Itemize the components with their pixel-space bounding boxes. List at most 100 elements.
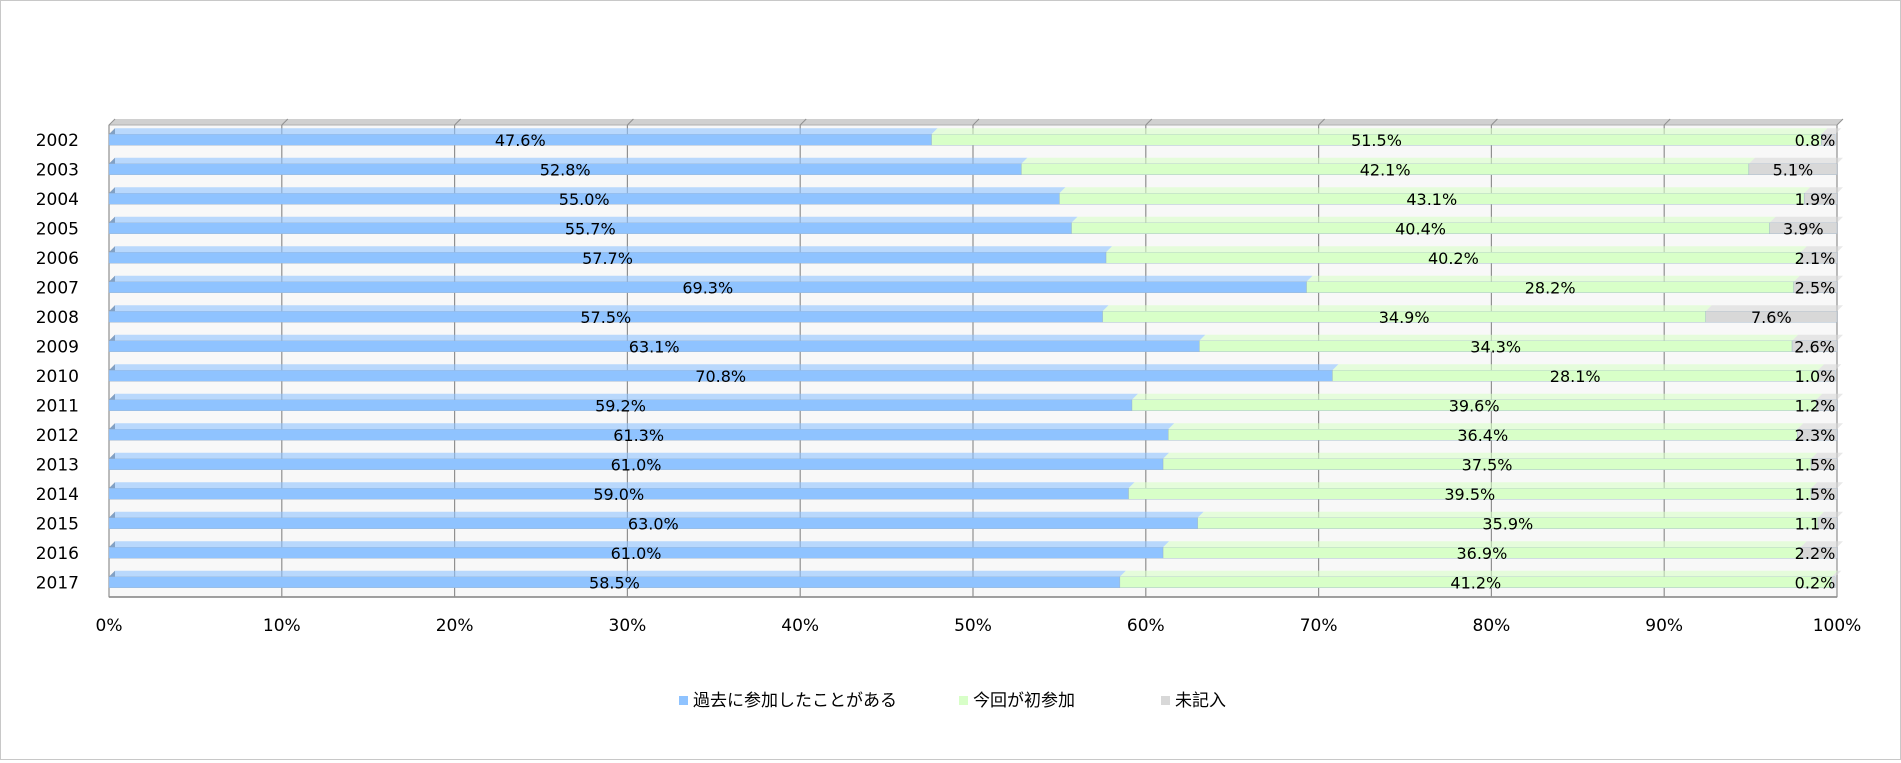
data-label: 61.3% bbox=[613, 426, 664, 445]
y-tick-label: 2005 bbox=[36, 219, 79, 239]
data-label: 35.9% bbox=[1482, 514, 1533, 533]
y-tick-label: 2013 bbox=[36, 455, 79, 475]
legend-swatch bbox=[1161, 696, 1170, 705]
bar-top bbox=[1306, 275, 1800, 282]
data-label: 1.5% bbox=[1795, 455, 1836, 474]
y-tick-label: 2004 bbox=[36, 190, 79, 210]
data-label: 63.1% bbox=[629, 337, 680, 356]
bar-top bbox=[1769, 216, 1843, 223]
data-label: 5.1% bbox=[1773, 160, 1814, 179]
x-tick-label: 80% bbox=[1473, 616, 1511, 636]
gridline-depth bbox=[799, 118, 807, 126]
data-label: 2.5% bbox=[1795, 278, 1836, 297]
data-label: 28.2% bbox=[1525, 278, 1576, 297]
bar-top bbox=[1199, 334, 1799, 341]
data-label: 70.8% bbox=[695, 367, 746, 386]
y-tick-label: 2002 bbox=[36, 131, 79, 151]
x-tick-label: 20% bbox=[436, 616, 474, 636]
bar-top bbox=[1106, 246, 1807, 253]
data-label: 36.4% bbox=[1457, 426, 1508, 445]
data-label: 2.1% bbox=[1795, 249, 1836, 268]
legend: 過去に参加したことがある 今回が初参加 未記入 bbox=[679, 691, 1226, 711]
y-tick-label: 2006 bbox=[36, 249, 79, 269]
bar-top bbox=[1793, 275, 1843, 282]
data-label: 39.5% bbox=[1444, 485, 1495, 504]
bar-top bbox=[1168, 423, 1804, 430]
gridline-depth bbox=[281, 118, 289, 126]
bar-top bbox=[1748, 157, 1843, 164]
bar-top bbox=[1128, 482, 1818, 489]
data-label: 43.1% bbox=[1406, 190, 1457, 209]
bar-top bbox=[1816, 393, 1843, 400]
gridline-depth bbox=[627, 118, 634, 126]
x-tick-label: 50% bbox=[954, 616, 992, 636]
bar-top bbox=[109, 305, 1109, 312]
bar-top bbox=[1831, 570, 1842, 577]
data-label: 7.6% bbox=[1751, 308, 1792, 327]
bar-top bbox=[109, 157, 1028, 164]
bar-top bbox=[109, 364, 1339, 371]
bar-top bbox=[1705, 305, 1843, 312]
bar-top bbox=[1163, 541, 1807, 548]
y-tick-labels: 2002 2003 2004 2005 2006 2007 2008 2009 2010 2011… bbox=[36, 131, 79, 594]
data-label: 57.5% bbox=[580, 308, 631, 327]
data-label: 52.8% bbox=[540, 160, 591, 179]
bar-top bbox=[109, 334, 1206, 341]
bar-top bbox=[1102, 305, 1712, 312]
x-tick-label: 40% bbox=[781, 616, 819, 636]
data-label: 51.5% bbox=[1351, 131, 1402, 150]
x-tick-label: 30% bbox=[609, 616, 647, 636]
y-tick-label: 2016 bbox=[36, 544, 79, 564]
x-tick-label: 60% bbox=[1127, 616, 1165, 636]
bar-top bbox=[109, 452, 1170, 459]
data-label: 61.0% bbox=[611, 455, 662, 474]
bar-top bbox=[109, 275, 1313, 282]
bar-top bbox=[109, 423, 1175, 430]
data-label: 2.6% bbox=[1794, 337, 1835, 356]
bar-top bbox=[1792, 334, 1843, 341]
y-tick-label: 2011 bbox=[36, 396, 79, 416]
data-label: 3.9% bbox=[1783, 219, 1824, 238]
y-tick-label: 2017 bbox=[36, 573, 79, 593]
data-label: 1.5% bbox=[1795, 485, 1836, 504]
bar-top bbox=[1800, 246, 1843, 253]
x-tick-label: 0% bbox=[96, 616, 123, 636]
bar-top bbox=[1800, 541, 1843, 548]
data-label: 57.7% bbox=[582, 249, 633, 268]
data-label: 28.1% bbox=[1550, 367, 1601, 386]
legend-label: 今回が初参加 bbox=[973, 691, 1075, 711]
legend-label: 未記入 bbox=[1175, 691, 1226, 711]
bar-top bbox=[109, 216, 1078, 223]
bar-top bbox=[1163, 452, 1818, 459]
data-label: 0.2% bbox=[1795, 573, 1836, 592]
bar-top bbox=[109, 511, 1204, 518]
data-label: 42.1% bbox=[1360, 160, 1411, 179]
bar-top bbox=[1817, 364, 1842, 371]
gridline-depth bbox=[1491, 118, 1498, 126]
bar-top bbox=[1797, 423, 1843, 430]
data-label: 40.4% bbox=[1395, 219, 1446, 238]
data-label: 55.0% bbox=[559, 190, 610, 209]
data-label: 34.3% bbox=[1470, 337, 1521, 356]
bar-top bbox=[931, 128, 1828, 135]
data-label: 36.9% bbox=[1456, 544, 1507, 563]
bar-top bbox=[1059, 187, 1811, 194]
data-label: 41.2% bbox=[1450, 573, 1501, 592]
data-label: 2.2% bbox=[1795, 544, 1836, 563]
y-tick-label: 2015 bbox=[36, 514, 79, 534]
data-label: 55.7% bbox=[565, 219, 616, 238]
data-label: 47.6% bbox=[495, 131, 546, 150]
bar-top bbox=[1119, 570, 1838, 577]
bar-top bbox=[109, 541, 1170, 548]
data-label: 1.1% bbox=[1795, 514, 1836, 533]
bars bbox=[108, 128, 1843, 588]
data-label: 37.5% bbox=[1462, 455, 1513, 474]
bar-top bbox=[109, 482, 1135, 489]
y-tick-label: 2009 bbox=[36, 337, 79, 357]
bar-top bbox=[109, 187, 1066, 194]
data-label: 59.2% bbox=[595, 396, 646, 415]
bar-top bbox=[109, 128, 938, 135]
y-tick-label: 2012 bbox=[36, 426, 79, 446]
bar-top bbox=[1021, 157, 1755, 164]
